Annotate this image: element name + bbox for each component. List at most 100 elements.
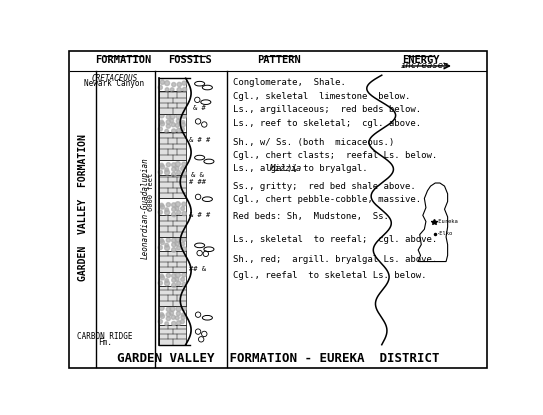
Bar	[159, 325, 186, 345]
Circle shape	[166, 307, 171, 312]
Circle shape	[158, 127, 162, 131]
Circle shape	[165, 129, 168, 133]
Text: FORMATION: FORMATION	[96, 55, 152, 65]
Circle shape	[172, 248, 176, 252]
Bar	[159, 114, 186, 132]
Circle shape	[165, 281, 169, 286]
Ellipse shape	[203, 85, 212, 90]
Circle shape	[181, 120, 185, 124]
Circle shape	[181, 166, 185, 171]
Text: Mizzia: Mizzia	[269, 164, 301, 173]
Circle shape	[158, 246, 162, 250]
Circle shape	[176, 246, 181, 250]
Circle shape	[160, 239, 163, 242]
Bar	[159, 90, 186, 114]
Circle shape	[175, 202, 180, 207]
Text: ·Eureka: ·Eureka	[435, 219, 458, 224]
Circle shape	[160, 314, 165, 318]
Circle shape	[158, 320, 162, 324]
Polygon shape	[418, 183, 447, 261]
Ellipse shape	[194, 243, 205, 248]
Circle shape	[182, 306, 186, 311]
Circle shape	[175, 273, 180, 278]
Circle shape	[172, 129, 176, 133]
Text: Ls., reef to skeletal;  cgl. above.: Ls., reef to skeletal; cgl. above.	[233, 119, 421, 128]
Circle shape	[171, 315, 175, 319]
Circle shape	[176, 128, 181, 133]
Text: PATTERN: PATTERN	[257, 55, 300, 65]
Circle shape	[175, 123, 179, 127]
Text: 6000 feet: 6000 feet	[148, 173, 154, 211]
Circle shape	[165, 322, 168, 326]
Text: Ls., argillaceous;  red beds below.: Ls., argillaceous; red beds below.	[233, 105, 421, 115]
Circle shape	[181, 315, 185, 320]
Text: Sh., w/ Ss. (both  micaceous.): Sh., w/ Ss. (both micaceous.)	[233, 138, 394, 146]
Circle shape	[166, 203, 171, 207]
Circle shape	[160, 203, 163, 207]
Circle shape	[158, 210, 162, 214]
Circle shape	[166, 124, 171, 128]
Circle shape	[182, 171, 186, 176]
Circle shape	[176, 321, 181, 325]
Text: Sh., red;  argill. bryalgal Ls. above.: Sh., red; argill. bryalgal Ls. above.	[233, 255, 437, 264]
Circle shape	[182, 211, 186, 216]
Bar	[159, 160, 186, 175]
Bar	[159, 306, 186, 325]
Circle shape	[159, 305, 164, 310]
Circle shape	[166, 238, 171, 242]
Circle shape	[175, 316, 179, 320]
Circle shape	[182, 247, 186, 251]
Text: GARDEN VALLEY  FORMATION - EUREKA  DISTRICT: GARDEN VALLEY FORMATION - EUREKA DISTRIC…	[117, 352, 440, 365]
Text: Ls., skeletal  to reefal;  cgl. above.: Ls., skeletal to reefal; cgl. above.	[233, 235, 437, 244]
Text: Cgl., chert pebble-cobble, massive.: Cgl., chert pebble-cobble, massive.	[233, 195, 421, 204]
Circle shape	[172, 83, 176, 87]
Circle shape	[181, 313, 185, 316]
Circle shape	[172, 212, 176, 217]
Circle shape	[172, 238, 176, 242]
Circle shape	[182, 282, 186, 287]
Circle shape	[176, 281, 181, 286]
Text: Cgl., chert clasts;  reefal Ls. below.: Cgl., chert clasts; reefal Ls. below.	[233, 151, 437, 160]
Circle shape	[171, 123, 175, 127]
Circle shape	[160, 312, 163, 316]
Circle shape	[160, 274, 163, 278]
Circle shape	[166, 317, 171, 321]
Circle shape	[172, 321, 176, 326]
Bar	[159, 237, 186, 251]
Circle shape	[160, 120, 163, 124]
Circle shape	[176, 114, 181, 119]
Circle shape	[165, 208, 168, 212]
Circle shape	[160, 80, 165, 84]
Bar	[159, 175, 186, 198]
Circle shape	[169, 311, 174, 315]
Bar	[159, 272, 186, 286]
Circle shape	[175, 277, 179, 281]
Text: Red beds: Sh,  Mudstone,  Ss.: Red beds: Sh, Mudstone, Ss.	[233, 212, 389, 221]
Text: Cgl., reefal  to skeletal Ls. below.: Cgl., reefal to skeletal Ls. below.	[233, 271, 426, 280]
Circle shape	[165, 170, 169, 175]
Circle shape	[182, 202, 186, 206]
Circle shape	[180, 320, 185, 324]
Text: Leonardian-Guadalupian: Leonardian-Guadalupian	[141, 157, 150, 259]
Circle shape	[160, 240, 165, 244]
Circle shape	[182, 87, 187, 92]
Circle shape	[175, 242, 179, 246]
Circle shape	[181, 123, 185, 127]
Ellipse shape	[201, 100, 211, 105]
Circle shape	[182, 273, 186, 277]
Circle shape	[181, 278, 185, 281]
Ellipse shape	[204, 159, 214, 164]
Text: ENERGY: ENERGY	[402, 55, 439, 65]
Bar	[159, 215, 186, 237]
Circle shape	[170, 306, 175, 311]
Ellipse shape	[203, 315, 212, 320]
Circle shape	[177, 88, 181, 92]
Text: CARBON RIDGE: CARBON RIDGE	[77, 332, 133, 342]
Circle shape	[175, 237, 180, 242]
Circle shape	[166, 120, 171, 124]
Circle shape	[166, 273, 171, 278]
Circle shape	[172, 172, 176, 177]
Circle shape	[181, 242, 185, 246]
Bar	[159, 198, 186, 215]
Circle shape	[158, 170, 162, 174]
